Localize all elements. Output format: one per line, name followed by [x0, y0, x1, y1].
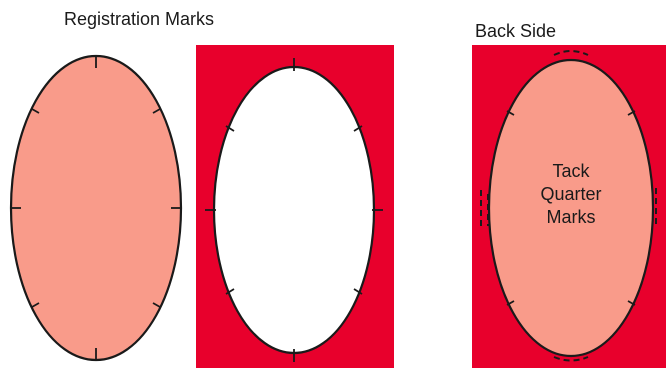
- mark-lower-right: [627, 300, 636, 306]
- registration-marks-oval: [11, 56, 181, 360]
- tack-stitch-bottom: [553, 356, 589, 362]
- tack-quarter-marks-label: Tack Quarter Marks: [506, 160, 636, 229]
- mark-upper-left: [225, 125, 235, 132]
- mark-lower-right: [353, 288, 363, 295]
- mark-upper-left: [506, 110, 515, 116]
- tack-label-line-2: Quarter: [540, 184, 602, 204]
- frame-front-opening: [212, 65, 376, 355]
- mark-lower-right: [152, 302, 161, 308]
- frame-front: [196, 45, 394, 368]
- oval-piece: [9, 54, 183, 362]
- tack-stitch-top: [553, 50, 589, 56]
- mark-upper-right: [152, 108, 161, 114]
- mark-upper-left: [31, 108, 40, 114]
- heading-back-side: Back Side: [475, 21, 557, 41]
- mark-upper-right: [353, 125, 363, 132]
- heading-registration-marks: Registration Marks: [64, 9, 215, 29]
- oval-piece-shape: [9, 54, 183, 362]
- mark-lower-left: [225, 288, 235, 295]
- mark-lower-left: [31, 302, 40, 308]
- tack-label-line-1: Tack: [552, 161, 590, 181]
- tack-stitches: [480, 50, 657, 362]
- registration-marks-back: [506, 110, 636, 306]
- mark-lower-left: [506, 300, 515, 306]
- registration-marks-frame: [205, 58, 383, 362]
- mark-upper-right: [627, 110, 636, 116]
- tack-label-line-3: Marks: [546, 207, 596, 227]
- frame-back: [472, 45, 666, 368]
